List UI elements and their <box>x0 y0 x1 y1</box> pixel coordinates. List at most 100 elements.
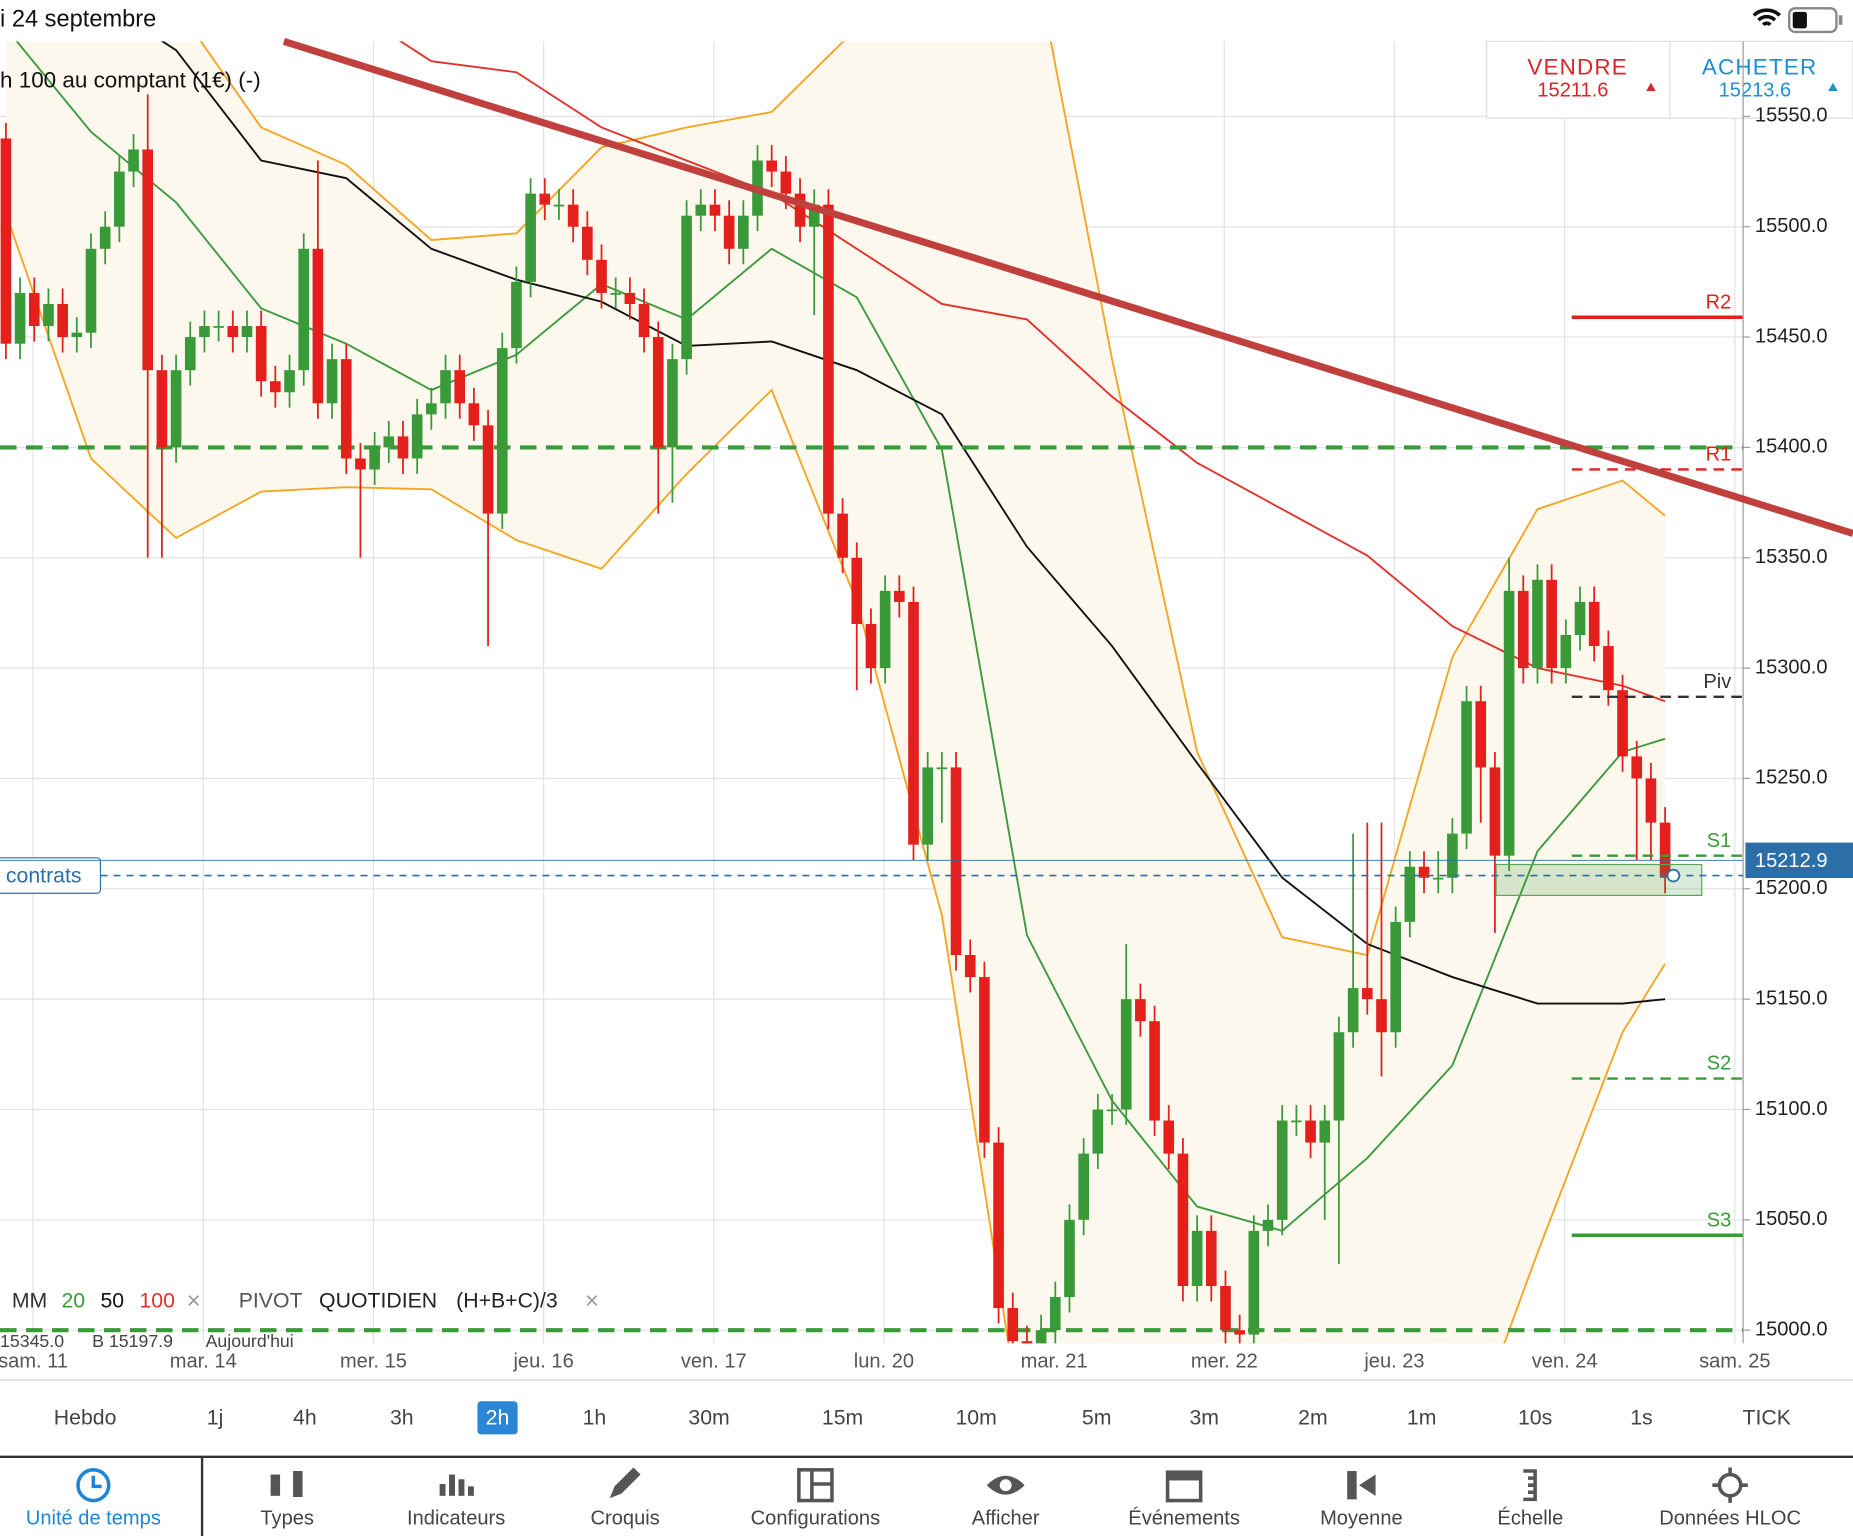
tab-icon[interactable] <box>270 1471 303 1498</box>
candle-body <box>1064 1219 1075 1298</box>
trendline <box>282 37 1853 537</box>
tab-label[interactable]: Afficher <box>972 1508 1040 1530</box>
candle-body <box>199 326 210 338</box>
tab-label[interactable]: Événements <box>1128 1507 1240 1530</box>
candle-body <box>1432 877 1444 880</box>
position-box[interactable] <box>0 857 102 894</box>
candle-body <box>184 337 196 371</box>
candle-body <box>1248 1230 1260 1335</box>
candle-body <box>326 359 338 404</box>
instrument-name: h 100 au comptant (1€) (-) <box>0 67 261 92</box>
timeframe[interactable]: 4h <box>293 1406 317 1430</box>
timeframe[interactable]: TICK <box>1743 1406 1791 1430</box>
sell-label[interactable]: VENDRE <box>1527 54 1628 79</box>
moving-average <box>160 41 1666 1005</box>
timeframe[interactable]: 1s <box>1630 1406 1652 1430</box>
timeframe[interactable]: 1h <box>583 1406 607 1430</box>
x-tick-label: ven. 17 <box>681 1351 747 1373</box>
candle-body <box>567 204 579 227</box>
tab-icon[interactable] <box>797 1468 834 1503</box>
sell-price[interactable]: 15211.6 <box>1537 79 1608 101</box>
tab-label[interactable]: Configurations <box>751 1508 880 1530</box>
timeframe[interactable]: 3m <box>1189 1406 1219 1430</box>
tab-label[interactable]: Unité de temps <box>26 1508 161 1530</box>
y-tick-label: 15250.0 <box>1755 767 1828 789</box>
candle-body <box>1376 999 1387 1033</box>
candle-body <box>1390 921 1401 1033</box>
tab-icon[interactable] <box>1347 1471 1376 1500</box>
candle-body <box>823 204 834 514</box>
tab-icon[interactable] <box>76 1468 111 1503</box>
candle-body <box>936 767 948 770</box>
candle-body <box>525 193 536 282</box>
candle-body <box>681 215 692 360</box>
candle-body <box>1262 1219 1274 1231</box>
tab-icon[interactable] <box>609 1467 641 1499</box>
candle-body <box>241 326 253 338</box>
timeframe[interactable]: 10s <box>1518 1406 1552 1430</box>
buy-label[interactable]: ACHETER <box>1702 54 1818 79</box>
timeframe[interactable]: 15m <box>822 1406 863 1430</box>
x-tick-label: mer. 15 <box>340 1351 407 1373</box>
y-tick-label: 15150.0 <box>1755 987 1828 1009</box>
legend-pivot-mode: QUOTIDIEN <box>319 1289 437 1313</box>
pivot-label: R1 <box>1706 444 1732 466</box>
candle-body <box>808 204 820 227</box>
candle-body <box>99 226 111 249</box>
tab-icon[interactable] <box>1165 1470 1203 1503</box>
timeframe[interactable]: 2m <box>1298 1406 1328 1430</box>
candle-body <box>227 326 239 338</box>
timeframe[interactable]: 2h <box>486 1406 510 1430</box>
tab-label[interactable]: Croquis <box>591 1508 660 1530</box>
candle-body <box>298 248 310 371</box>
legend-ma: MM <box>12 1289 47 1313</box>
candle-body <box>1503 590 1515 856</box>
y-tick-label: 15350.0 <box>1755 546 1828 568</box>
legend-close[interactable]: × <box>187 1288 201 1314</box>
timeframe[interactable]: 1m <box>1407 1406 1437 1430</box>
moving-average <box>398 41 1666 703</box>
legend-close[interactable]: × <box>585 1288 599 1314</box>
tab-label[interactable]: Types <box>260 1508 314 1530</box>
candle-body <box>780 171 792 194</box>
trade-box: VENDRE 15211.6 ACHETER 15213.6 <box>1486 40 1853 119</box>
timeframe[interactable]: 10m <box>955 1406 996 1430</box>
tab-icon[interactable] <box>439 1474 474 1496</box>
candle-body <box>1347 988 1359 1033</box>
candle-body <box>1361 988 1373 1000</box>
timeframe[interactable]: 1j <box>207 1406 224 1430</box>
y-tick-label: 15100.0 <box>1755 1098 1828 1120</box>
timeframe-selected[interactable] <box>477 1401 518 1435</box>
candle-body <box>1418 866 1430 878</box>
candle-body <box>596 259 607 293</box>
tab-label[interactable]: Données HLOC <box>1659 1508 1801 1530</box>
tab-label[interactable]: Indicateurs <box>407 1508 505 1530</box>
tab-label[interactable]: Moyenne <box>1320 1508 1403 1530</box>
candle-body <box>738 215 749 249</box>
timeframe[interactable]: Hebdo <box>54 1406 117 1430</box>
y-tick-label: 15000.0 <box>1755 1318 1828 1340</box>
legend-period: 100 <box>139 1289 174 1313</box>
timeframe[interactable]: 3h <box>390 1406 414 1430</box>
candle-body <box>1007 1308 1019 1342</box>
timeframe[interactable]: 5m <box>1082 1406 1112 1430</box>
band-fill <box>5 41 1666 1344</box>
x-tick-label: jeu. 23 <box>1363 1351 1424 1373</box>
candle-body <box>71 332 83 338</box>
y-tick-label: 15500.0 <box>1755 215 1828 237</box>
tab-icon[interactable] <box>986 1475 1025 1495</box>
tab-icon[interactable] <box>1523 1469 1537 1502</box>
x-tick-label: mar. 21 <box>1021 1351 1088 1373</box>
timeframe[interactable]: 30m <box>688 1406 729 1430</box>
candle-body <box>255 326 267 382</box>
candle-body <box>383 436 395 448</box>
tab-label[interactable]: Échelle <box>1497 1507 1563 1530</box>
tab-icon[interactable] <box>1712 1467 1748 1503</box>
candle-body <box>14 292 26 344</box>
candle-body <box>865 623 877 669</box>
candle-body <box>128 149 139 172</box>
buy-price[interactable]: 15213.6 <box>1719 79 1792 101</box>
candle-body <box>539 193 551 205</box>
x-tick-label: sam. 11 <box>0 1351 68 1373</box>
candle-body <box>624 292 636 304</box>
